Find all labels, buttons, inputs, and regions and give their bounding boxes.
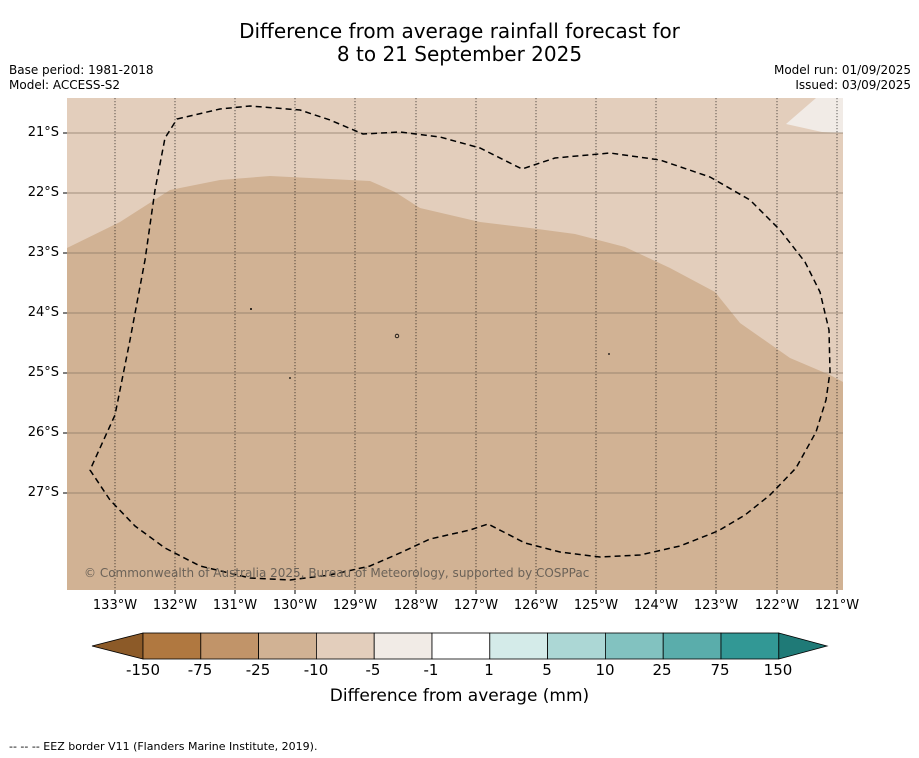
lon-label-125w: 125°W [573, 598, 619, 613]
lon-label-127w: 127°W [453, 598, 499, 613]
colorbar-segment [200, 632, 260, 660]
colorbar-segment [720, 632, 780, 660]
lat-label-21s: 21°S [27, 125, 59, 140]
longitude-gridlines [114, 98, 838, 590]
lon-label-122w: 122°W [754, 598, 800, 613]
colorbar-tick: 25 [652, 661, 672, 679]
colorbar-tick: 75 [710, 661, 730, 679]
lon-label-124w: 124°W [633, 598, 679, 613]
map-title-line-1: Difference from average rainfall forecas… [239, 19, 680, 43]
lon-label-131w: 131°W [212, 598, 258, 613]
rain-band-10-5 [67, 98, 843, 382]
colorbar-tick: -1 [423, 661, 439, 679]
colorbar-segment [662, 632, 722, 660]
colorbar-tick: -10 [303, 661, 329, 679]
colorbar-tick: -25 [245, 661, 271, 679]
latitude-gridlines [67, 132, 843, 494]
colorbar-tick: 1 [484, 661, 494, 679]
colorbar-segment [258, 632, 317, 660]
colorbar [91, 632, 829, 660]
colorbar-label: Difference from average (mm) [329, 686, 590, 706]
lat-label-24s: 24°S [27, 305, 59, 320]
map-title-line-2: 8 to 21 September 2025 [336, 42, 583, 66]
colorbar-segment [315, 632, 375, 660]
lat-label-23s: 23°S [27, 245, 59, 260]
lon-label-123w: 123°W [693, 598, 739, 613]
colorbar-segment [373, 632, 433, 660]
colorbar-tick: -150 [125, 661, 161, 679]
colorbar-tick: 10 [595, 661, 615, 679]
lon-label-129w: 129°W [332, 598, 378, 613]
colorbar-segment [489, 632, 548, 660]
colorbar-segment [142, 632, 202, 660]
colorbar-tick: -5 [365, 661, 381, 679]
issued-text: Issued: 03/09/2025 [795, 78, 911, 92]
lon-label-133w: 133°W [92, 598, 138, 613]
lon-label-126w: 126°W [513, 598, 559, 613]
colorbar-arrow-low [91, 632, 144, 660]
model-run-text: Model run: 01/09/2025 [773, 63, 911, 77]
colorbar-segment [605, 632, 664, 660]
lon-label-128w: 128°W [393, 598, 439, 613]
lon-label-121w: 121°W [814, 598, 860, 613]
lon-label-130w: 130°W [272, 598, 318, 613]
eez-border [89, 105, 831, 581]
colorbar-tick: 150 [763, 661, 793, 679]
colorbar-arrow-high [778, 632, 829, 660]
copyright-notice: © Commonwealth of Australia 2025, Bureau… [84, 566, 590, 580]
colorbar-tick: 5 [542, 661, 552, 679]
lat-label-25s: 25°S [27, 365, 59, 380]
lon-label-132w: 132°W [152, 598, 198, 613]
axis-ticks [63, 132, 838, 594]
eez-legend-note: -- -- -- EEZ border V11 (Flanders Marine… [9, 740, 318, 753]
lat-label-26s: 26°S [27, 425, 59, 440]
islands [250, 308, 610, 379]
rain-band-5-1 [786, 98, 843, 133]
colorbar-segment [547, 632, 606, 660]
lat-label-22s: 22°S [27, 185, 59, 200]
colorbar-segment [431, 632, 491, 660]
base-period-text: Base period: 1981-2018 [9, 63, 154, 77]
colorbar-tick: -75 [187, 661, 213, 679]
model-text: Model: ACCESS-S2 [9, 78, 121, 92]
lat-label-27s: 27°S [27, 485, 59, 500]
map-area [67, 98, 843, 590]
